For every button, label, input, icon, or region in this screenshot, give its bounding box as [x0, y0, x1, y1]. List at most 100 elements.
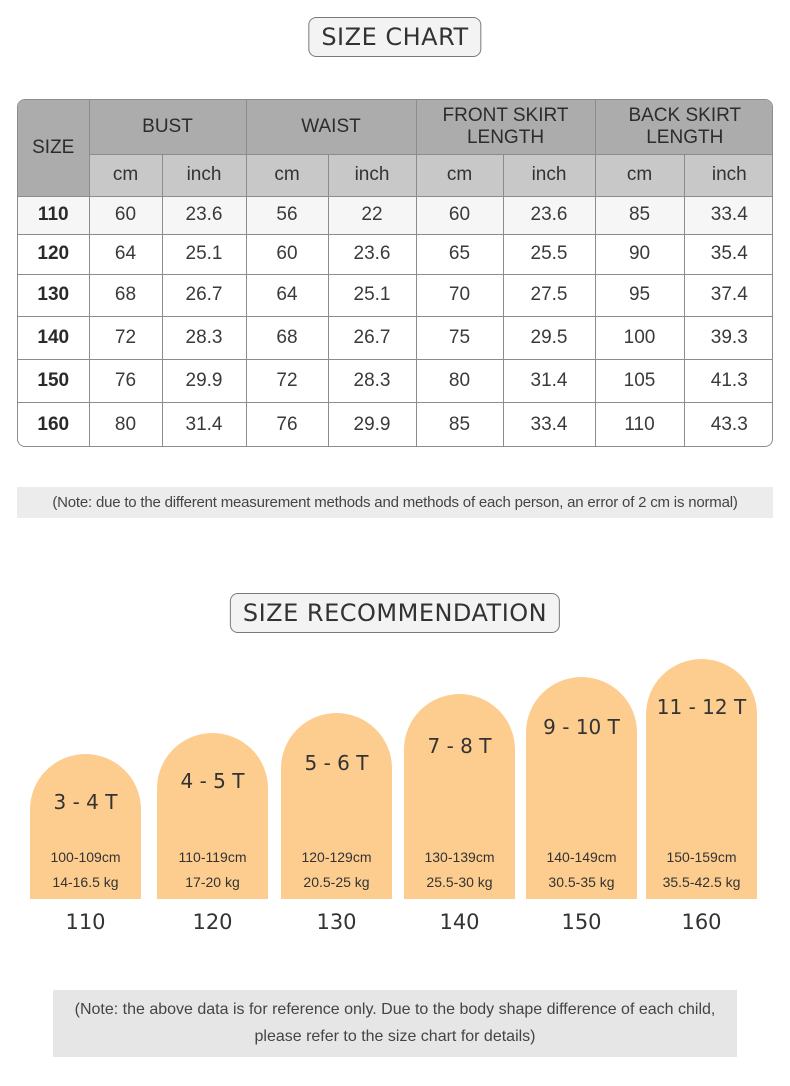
size-cell: 130 — [18, 274, 90, 317]
table-cell: 60 — [246, 234, 329, 275]
height-range: 110-119cm — [178, 849, 247, 865]
reference-note-line: please refer to the size chart for detai… — [254, 1028, 536, 1045]
table-cell: 27.5 — [503, 274, 596, 317]
size-chart-table: SIZE BUST WAIST FRONT SKIRT LENGTH BACK … — [17, 99, 773, 447]
recommended-size-label: 150 — [561, 910, 602, 934]
table-cell: 25.5 — [503, 234, 596, 275]
table-cell: 110 — [595, 402, 685, 446]
size-arch-120: 4 - 5 T 110-119cm 17-20 kg — [157, 733, 268, 899]
table-cell: 25.1 — [328, 274, 417, 317]
table-row: 110 60 23.6 56 22 60 23.6 85 33.4 — [18, 196, 772, 235]
recommended-size-label: 120 — [192, 910, 233, 934]
table-cell: 76 — [89, 359, 163, 404]
age-label: 11 - 12 T — [656, 695, 747, 719]
table-cell: 26.7 — [328, 316, 417, 361]
size-cell: 120 — [18, 234, 90, 275]
recommended-size-label: 160 — [681, 910, 722, 934]
unit-header: inch — [503, 154, 596, 197]
height-range: 100-109cm — [50, 849, 121, 865]
height-range: 150-159cm — [666, 849, 737, 865]
table-cell: 64 — [246, 274, 329, 317]
table-cell: 26.7 — [162, 274, 247, 317]
table-cell: 23.6 — [328, 234, 417, 275]
recommended-size-label: 110 — [65, 910, 106, 934]
height-range: 140-149cm — [546, 849, 617, 865]
table-cell: 105 — [595, 359, 685, 404]
table-cell: 22 — [328, 196, 417, 235]
size-cell: 160 — [18, 402, 90, 446]
waist-header: WAIST — [246, 100, 417, 155]
table-cell: 70 — [416, 274, 504, 317]
size-cell: 140 — [18, 316, 90, 361]
table-cell: 72 — [246, 359, 329, 404]
table-row: 130 68 26.7 64 25.1 70 27.5 95 37.4 — [18, 274, 772, 317]
table-cell: 85 — [595, 196, 685, 235]
weight-range: 25.5-30 kg — [426, 874, 493, 890]
table-cell: 68 — [246, 316, 329, 361]
table-row: 150 76 29.9 72 28.3 80 31.4 105 41.3 — [18, 359, 772, 404]
table-cell: 90 — [595, 234, 685, 275]
age-label: 5 - 6 T — [304, 751, 369, 775]
table-cell: 33.4 — [503, 402, 596, 446]
age-label: 7 - 8 T — [427, 734, 492, 758]
reference-note: (Note: the above data is for reference o… — [53, 990, 737, 1057]
weight-range: 17-20 kg — [185, 874, 240, 890]
table-cell: 76 — [246, 402, 329, 446]
table-cell: 68 — [89, 274, 163, 317]
table-cell: 80 — [89, 402, 163, 446]
table-cell: 100 — [595, 316, 685, 361]
size-chart-title: SIZE CHART — [308, 17, 482, 57]
table-cell: 43.3 — [710, 413, 748, 435]
weight-range: 30.5-35 kg — [548, 874, 615, 890]
table-cell: 29.9 — [328, 402, 417, 446]
bust-header: BUST — [89, 100, 247, 155]
height-range: 120-129cm — [301, 849, 372, 865]
unit-header: inch — [162, 154, 247, 197]
table-cell: 85 — [416, 402, 504, 446]
weight-range: 35.5-42.5 kg — [662, 874, 741, 890]
size-arch-140: 7 - 8 T 130-139cm 25.5-30 kg — [404, 694, 515, 899]
unit-header: inch — [328, 154, 417, 197]
table-row: 160 80 31.4 76 29.9 85 33.4 110 43.3 — [18, 402, 772, 446]
unit-header: cm — [89, 154, 163, 197]
table-cell: 72 — [89, 316, 163, 361]
table-cell: 35.4 — [684, 234, 772, 275]
size-arch-130: 5 - 6 T 120-129cm 20.5-25 kg — [281, 713, 392, 899]
table-cell: 60 — [89, 196, 163, 235]
height-range: 130-139cm — [424, 849, 495, 865]
front-skirt-length-header: FRONT SKIRT LENGTH — [416, 100, 596, 155]
table-cell: 23.6 — [162, 196, 247, 235]
table-cell: 65 — [416, 234, 504, 275]
age-label: 9 - 10 T — [543, 715, 620, 739]
weight-range: 14-16.5 kg — [52, 874, 119, 890]
table-cell: 31.4 — [503, 359, 596, 404]
table-cell: 80 — [416, 359, 504, 404]
age-label: 4 - 5 T — [180, 769, 245, 793]
reference-note-line: (Note: the above data is for reference o… — [74, 1001, 716, 1018]
unit-header: cm — [416, 154, 504, 197]
weight-range: 20.5-25 kg — [303, 874, 370, 890]
table-cell: 25.1 — [162, 234, 247, 275]
unit-header: cm — [595, 154, 685, 197]
table-row: 120 64 25.1 60 23.6 65 25.5 90 35.4 — [18, 234, 772, 275]
table-cell: 60 — [416, 196, 504, 235]
table-cell: 28.3 — [328, 359, 417, 404]
table-cell: 33.4 — [684, 196, 772, 235]
size-cell: 150 — [18, 359, 90, 404]
table-cell: 95 — [595, 274, 685, 317]
table-cell: 28.3 — [162, 316, 247, 361]
table-cell: 29.9 — [162, 359, 247, 404]
unit-header: inch — [684, 154, 772, 197]
age-label: 3 - 4 T — [53, 790, 118, 814]
table-cell: 23.6 — [503, 196, 596, 235]
recommended-size-label: 130 — [316, 910, 357, 934]
size-arch-160: 11 - 12 T 150-159cm 35.5-42.5 kg — [646, 659, 757, 899]
size-recommendation-title: SIZE RECOMMENDATION — [229, 593, 561, 633]
size-arch-150: 9 - 10 T 140-149cm 30.5-35 kg — [526, 677, 637, 899]
size-arch-110: 3 - 4 T 100-109cm 14-16.5 kg — [30, 754, 141, 899]
table-cell: 39.3 — [684, 316, 772, 361]
table-row: 140 72 28.3 68 26.7 75 29.5 100 39.3 — [18, 316, 772, 361]
table-cell: 41.3 — [684, 359, 772, 404]
size-cell: 110 — [18, 196, 90, 235]
recommended-size-label: 140 — [439, 910, 480, 934]
